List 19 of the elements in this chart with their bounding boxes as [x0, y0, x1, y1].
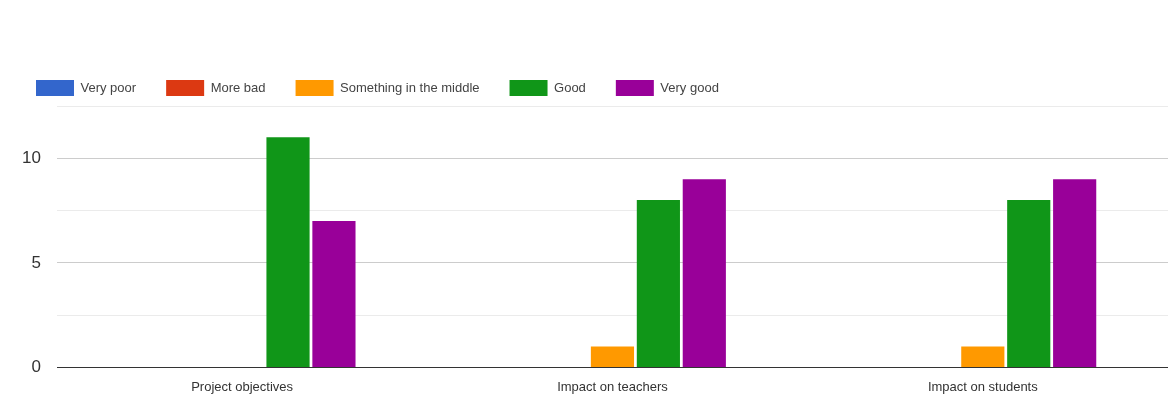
bar	[1053, 179, 1097, 367]
bar	[1007, 200, 1051, 367]
x-tick-label: Impact on teachers	[557, 378, 669, 394]
legend-label: Something in the middle	[340, 79, 480, 95]
x-tick-label: Impact on students	[927, 378, 1039, 394]
bar	[590, 346, 635, 367]
legend-label: Good	[554, 79, 586, 95]
bar	[961, 346, 1005, 367]
bar	[266, 137, 310, 367]
bar	[636, 200, 680, 367]
legend-label: Very good	[660, 79, 719, 95]
y-tick-label: 10	[21, 147, 41, 167]
y-tick-label: 5	[31, 252, 41, 272]
legend-label: Very poor	[80, 79, 137, 95]
x-tick-label: Project objectives	[191, 378, 294, 394]
legend-label: More bad	[210, 79, 266, 95]
bar	[312, 221, 356, 367]
bar	[682, 179, 726, 367]
y-tick-label: 0	[31, 357, 41, 377]
